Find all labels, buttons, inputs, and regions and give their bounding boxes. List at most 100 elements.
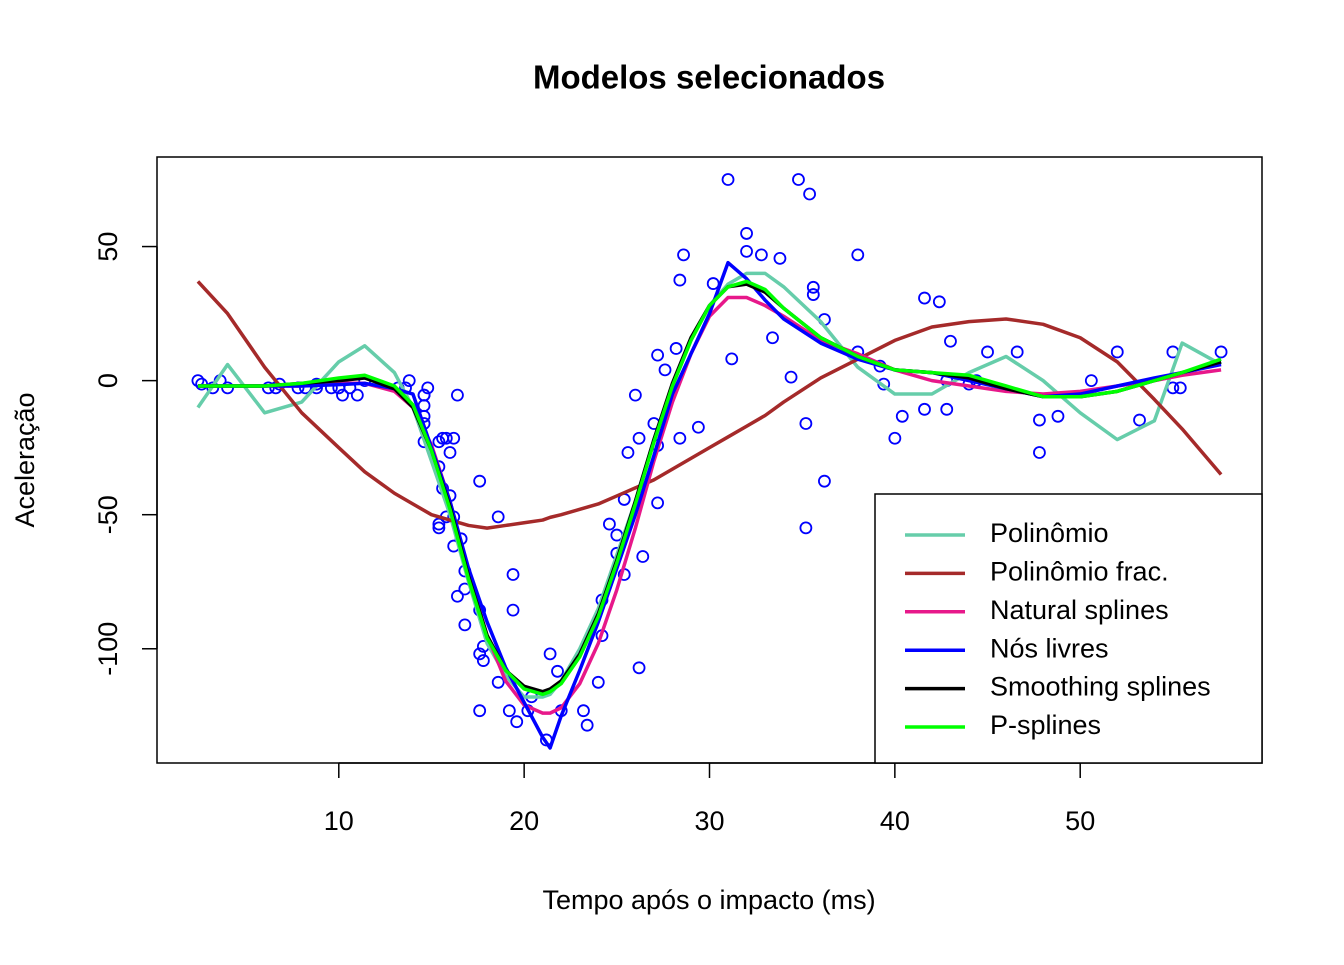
point — [1173, 381, 1187, 395]
point — [725, 352, 739, 366]
point — [458, 618, 472, 632]
y-tick-label: 0 — [93, 373, 123, 388]
point — [895, 409, 909, 423]
point — [336, 388, 349, 402]
point — [691, 420, 705, 434]
point — [651, 496, 665, 510]
point — [628, 388, 642, 402]
legend-label: Smoothing splines — [990, 672, 1211, 702]
point — [195, 377, 209, 391]
x-tick-label: 50 — [1065, 806, 1095, 836]
point — [766, 331, 779, 345]
point — [803, 187, 816, 201]
fit-line — [196, 280, 1223, 530]
point — [221, 381, 234, 395]
point — [673, 273, 687, 287]
point — [981, 345, 994, 359]
legend-label: Polinômio — [990, 518, 1109, 548]
point — [799, 521, 813, 535]
point — [677, 248, 690, 262]
point — [577, 704, 590, 718]
point — [506, 568, 520, 581]
point — [792, 173, 805, 186]
point — [918, 291, 931, 305]
x-tick-label: 10 — [324, 806, 354, 836]
point — [806, 280, 820, 294]
point — [506, 603, 520, 617]
x-tick-label: 20 — [509, 806, 539, 836]
y-tick-label: 50 — [93, 232, 123, 262]
point — [451, 388, 464, 402]
legend-label: Polinômio frac. — [990, 557, 1169, 587]
y-tick-label: -100 — [93, 622, 123, 676]
point — [491, 510, 505, 524]
point — [918, 402, 931, 416]
point — [551, 664, 564, 678]
point — [402, 374, 416, 388]
legend-label: P-splines — [990, 710, 1101, 740]
point — [491, 675, 505, 689]
point — [932, 295, 946, 309]
point — [673, 431, 687, 445]
point — [888, 431, 902, 445]
point — [632, 431, 646, 445]
point — [580, 718, 594, 732]
point — [451, 589, 464, 603]
point — [591, 675, 605, 689]
legend-box — [874, 493, 1263, 764]
point — [754, 248, 768, 262]
legend-label: Nós livres — [990, 633, 1109, 663]
legend-label: Natural splines — [990, 595, 1169, 625]
point — [432, 521, 446, 535]
y-tick-label: -50 — [93, 495, 123, 534]
point — [1051, 409, 1065, 423]
fit-line — [197, 279, 1222, 697]
point — [1214, 345, 1228, 359]
y-axis-label: Aceleração — [10, 392, 40, 527]
point — [443, 446, 457, 459]
point — [476, 654, 490, 667]
point — [447, 431, 461, 445]
point — [784, 370, 798, 384]
chart-title: Modelos selecionados — [533, 59, 885, 96]
point — [806, 288, 820, 301]
point — [799, 417, 813, 430]
point — [1033, 413, 1046, 427]
point — [502, 704, 516, 718]
point — [1033, 446, 1046, 459]
point — [350, 388, 364, 402]
point — [473, 647, 487, 661]
point — [261, 381, 275, 395]
point — [658, 363, 672, 377]
point — [721, 173, 735, 186]
point — [851, 248, 865, 262]
point — [543, 647, 557, 661]
point — [818, 474, 831, 488]
x-axis-label: Tempo após o impacto (ms) — [542, 885, 875, 915]
point — [773, 251, 787, 265]
point — [651, 348, 665, 362]
point — [1010, 345, 1024, 359]
point — [940, 402, 954, 416]
point — [432, 435, 446, 449]
x-tick-label: 40 — [880, 806, 910, 836]
point — [473, 704, 487, 718]
point — [439, 431, 453, 445]
point — [632, 661, 646, 675]
point — [669, 342, 683, 355]
point — [603, 517, 616, 531]
point — [636, 550, 650, 563]
point — [1133, 413, 1146, 427]
point — [1110, 345, 1124, 359]
point — [740, 244, 753, 258]
point — [1084, 374, 1098, 388]
point — [944, 334, 957, 348]
x-tick-label: 30 — [694, 806, 724, 836]
point — [510, 715, 524, 729]
point — [740, 227, 753, 240]
point — [473, 474, 487, 488]
point — [421, 381, 435, 395]
point — [621, 446, 635, 459]
